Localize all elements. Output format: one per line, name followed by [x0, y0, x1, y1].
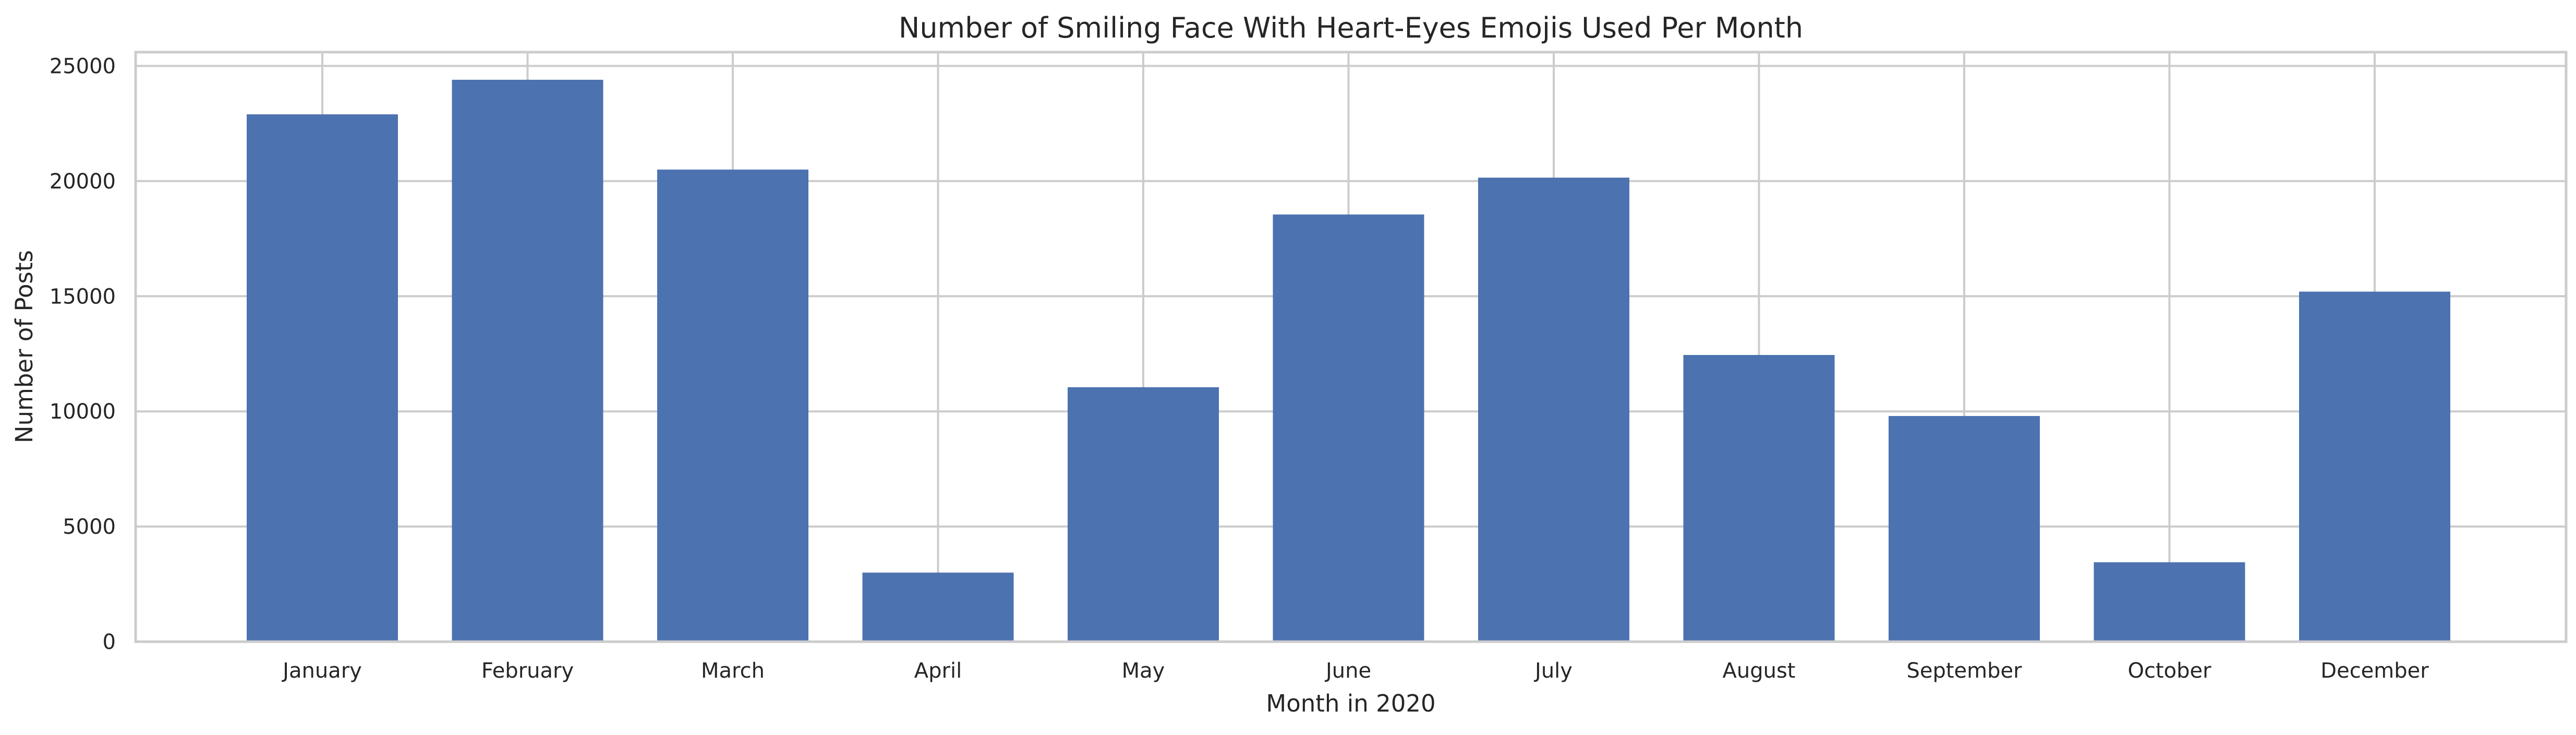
x-tick-label: October — [2127, 659, 2211, 683]
bar-april — [862, 572, 1014, 642]
y-tick-label: 5000 — [63, 515, 116, 539]
x-tick-label: June — [1324, 659, 1371, 683]
y-tick-label: 0 — [103, 630, 116, 654]
x-tick-label: February — [481, 659, 574, 683]
x-tick-label: April — [914, 659, 962, 683]
y-tick-label: 15000 — [50, 285, 116, 309]
x-tick-labels: January February March April May June July Augu… — [281, 659, 2429, 683]
plot-frame — [134, 51, 2568, 643]
x-tick-label: December — [2320, 659, 2429, 683]
x-tick-label: July — [1533, 659, 1573, 683]
y-tick-label: 20000 — [50, 169, 116, 193]
bar-march — [657, 169, 808, 642]
bar-august — [1683, 354, 1835, 642]
bar-february — [452, 80, 603, 642]
x-tick-label: August — [1723, 659, 1796, 683]
x-tick-label: May — [1122, 659, 1165, 683]
bar-may — [1068, 387, 1219, 642]
y-tick-labels: 0 5000 10000 15000 20000 25000 — [50, 55, 116, 654]
x-tick-label: January — [281, 659, 362, 683]
y-tick-label: 25000 — [50, 55, 116, 79]
bar-january — [247, 114, 398, 642]
bar-june — [1273, 214, 1424, 642]
bar-october — [2094, 562, 2245, 642]
y-tick-label: 10000 — [50, 400, 116, 424]
x-tick-label: September — [1906, 659, 2022, 683]
x-tick-label: March — [701, 659, 765, 683]
bar-september — [1889, 416, 2040, 642]
bar-december — [2299, 291, 2450, 642]
bars — [247, 80, 2450, 642]
y-axis-label: Number of Posts — [10, 250, 38, 443]
chart-title: Number of Smiling Face With Heart-Eyes E… — [899, 11, 1803, 44]
x-axis-label: Month in 2020 — [1266, 690, 1435, 717]
bar-july — [1478, 177, 1629, 642]
